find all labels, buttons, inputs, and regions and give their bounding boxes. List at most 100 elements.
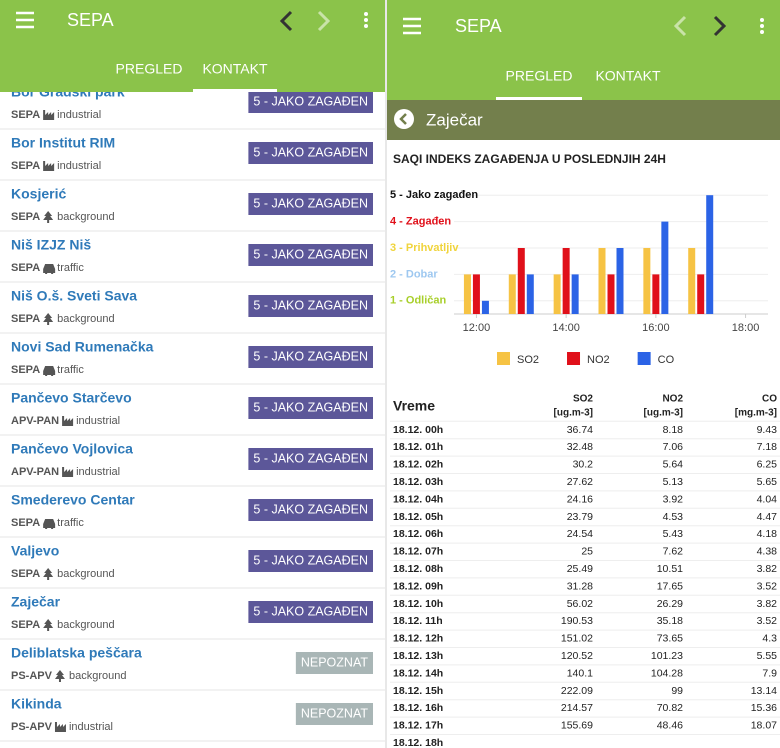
value-cell: 10.51 — [657, 563, 683, 575]
station-network: SEPA — [11, 517, 40, 529]
station-network: SEPA — [11, 568, 40, 580]
station-name: Niš O.š. Sveti Sava — [11, 288, 137, 304]
value-cell: 4.18 — [757, 528, 778, 540]
tab[interactable]: PREGLED — [506, 68, 573, 84]
legend-label: NO2 — [587, 354, 610, 366]
bar — [527, 274, 534, 314]
time-cell: 18.12. 10h — [393, 598, 443, 610]
status-text: 5 - JAKO ZAGAĐEN — [253, 400, 368, 414]
time-cell: 18.12. 16h — [393, 702, 443, 714]
bar — [563, 248, 570, 314]
bar — [464, 274, 471, 314]
status-text: 5 - JAKO ZAGAĐEN — [253, 298, 368, 312]
station-network: PS-APV — [11, 721, 53, 733]
value-cell: 35.18 — [657, 615, 683, 627]
value-cell: 9.43 — [757, 424, 778, 436]
station-name: Kikinda — [11, 696, 62, 712]
value-cell: 4.47 — [757, 511, 778, 523]
value-cell: 48.46 — [657, 720, 683, 732]
station-title: Zaječar — [426, 110, 483, 129]
station-type: background — [57, 568, 115, 580]
station-type: industrial — [69, 721, 113, 733]
bar — [572, 274, 579, 314]
value-cell: 25.49 — [567, 563, 593, 575]
bar — [697, 274, 704, 314]
column-header: CO — [762, 394, 777, 405]
legend-label: SO2 — [517, 354, 539, 366]
column-unit: [ug.m-3] — [644, 408, 683, 419]
status-badge: 5 - JAKO ZAGAĐEN — [248, 142, 373, 164]
value-cell: 8.18 — [663, 424, 684, 436]
station-network: SEPA — [11, 262, 40, 274]
time-cell: 18.12. 17h — [393, 720, 443, 732]
overflow-menu[interactable] — [760, 18, 764, 34]
station-name: Smederevo Centar — [11, 492, 135, 508]
station-name: Niš IZJZ Niš — [11, 237, 91, 253]
time-cell: 18.12. 08h — [393, 563, 443, 575]
value-cell: 3.92 — [663, 493, 684, 505]
app-title: SEPA — [67, 10, 114, 30]
value-cell: 73.65 — [657, 633, 683, 645]
value-cell: 3.52 — [757, 580, 778, 592]
time-cell: 18.12. 15h — [393, 685, 443, 697]
station-type: industrial — [76, 466, 120, 478]
station-type: traffic — [57, 364, 84, 376]
station-network: SEPA — [11, 211, 40, 223]
app-title: SEPA — [455, 16, 502, 36]
station-network: SEPA — [11, 109, 40, 121]
chart-title: SAQI INDEKS ZAGAĐENJA U POSLEDNJIH 24H — [393, 152, 666, 166]
value-cell: 5.43 — [663, 528, 684, 540]
status-badge: 5 - JAKO ZAGAĐEN — [248, 397, 373, 419]
value-cell: 4.04 — [757, 493, 778, 505]
value-cell: 4.3 — [762, 633, 777, 645]
tab[interactable]: KONTAKT — [595, 68, 661, 84]
value-cell: 190.53 — [561, 615, 593, 627]
status-badge: 5 - JAKO ZAGAĐEN — [248, 601, 373, 623]
value-cell: 5.64 — [663, 459, 684, 471]
value-cell: 17.65 — [657, 580, 683, 592]
value-cell: 24.16 — [567, 493, 593, 505]
value-cell: 7.06 — [663, 441, 684, 453]
back-button[interactable] — [394, 109, 414, 129]
status-text: 5 - JAKO ZAGAĐEN — [253, 604, 368, 618]
x-tick-label: 12:00 — [463, 322, 491, 334]
station-network: SEPA — [11, 160, 40, 172]
tab[interactable]: KONTAKT — [202, 61, 268, 77]
station-network: APV-PAN — [11, 415, 59, 427]
station-name: Novi Sad Rumenačka — [11, 339, 154, 355]
station-name: Kosjerić — [11, 186, 66, 202]
station-type: traffic — [57, 517, 84, 529]
status-badge: 5 - JAKO ZAGAĐEN — [248, 91, 373, 113]
type-icon — [43, 264, 55, 274]
time-cell: 18.12. 00h — [393, 424, 443, 436]
bar — [509, 274, 516, 314]
x-tick-label: 18:00 — [732, 322, 760, 334]
time-cell: 18.12. 04h — [393, 493, 443, 505]
value-cell: 15.36 — [751, 702, 777, 714]
tab[interactable]: PREGLED — [116, 61, 183, 77]
time-cell: 18.12. 01h — [393, 441, 443, 453]
station-type: traffic — [57, 262, 84, 274]
station-type: background — [57, 211, 115, 223]
value-cell: 30.2 — [573, 459, 594, 471]
value-cell: 120.52 — [561, 650, 593, 662]
value-cell: 5.13 — [663, 476, 684, 488]
value-cell: 101.23 — [651, 650, 683, 662]
column-header: Vreme — [393, 398, 435, 414]
status-badge: NEPOZNAT — [296, 703, 373, 725]
time-cell: 18.12. 09h — [393, 580, 443, 592]
status-badge: 5 - JAKO ZAGAĐEN — [248, 448, 373, 470]
time-cell: 18.12. 02h — [393, 459, 443, 471]
value-cell: 3.52 — [757, 615, 778, 627]
column-header: NO2 — [662, 394, 683, 405]
overflow-menu[interactable] — [364, 12, 368, 28]
station-type: background — [57, 619, 115, 631]
status-text: 5 - JAKO ZAGAĐEN — [253, 502, 368, 516]
value-cell: 4.38 — [757, 546, 778, 558]
type-icon — [43, 519, 55, 529]
bar — [617, 248, 624, 314]
value-cell: 3.82 — [757, 598, 778, 610]
value-cell: 99 — [671, 685, 683, 697]
station-name: Bor Institut RIM — [11, 135, 115, 151]
